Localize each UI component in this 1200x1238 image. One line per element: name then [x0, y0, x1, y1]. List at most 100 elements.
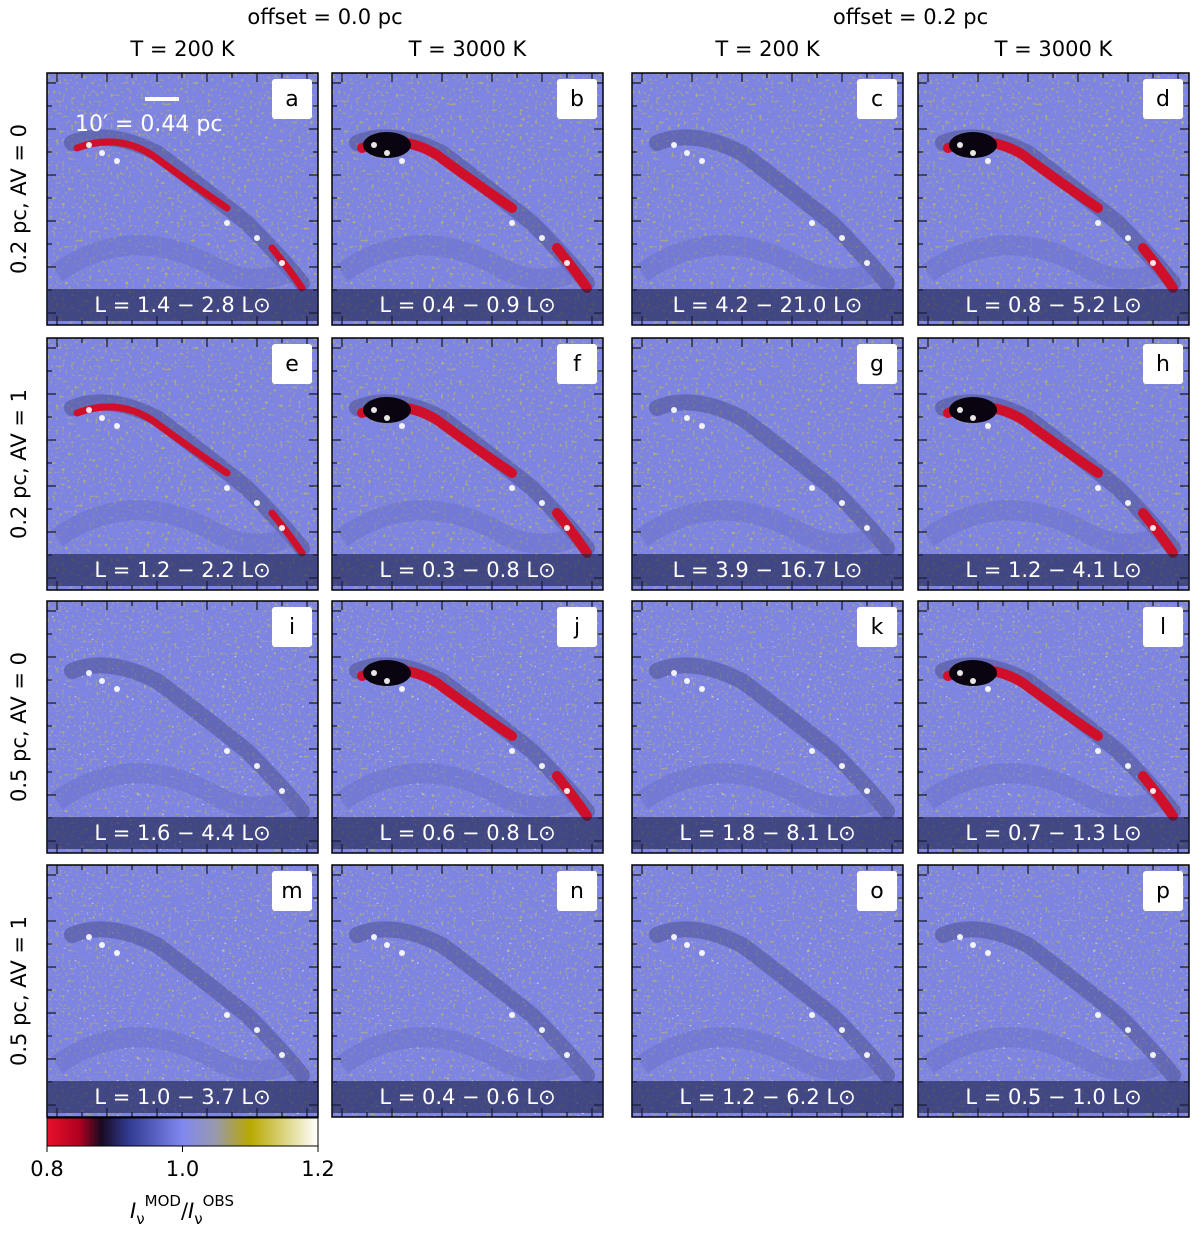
label-band: [918, 1081, 1189, 1113]
star: [564, 260, 570, 266]
letter-box: [272, 871, 312, 911]
excess: [73, 403, 306, 557]
star: [254, 763, 260, 769]
star: [371, 142, 377, 148]
star: [224, 485, 230, 491]
star: [699, 423, 705, 429]
letter-box: [272, 79, 312, 119]
filament-shadow: [51, 500, 291, 554]
star: [1150, 1052, 1156, 1058]
excess: [73, 138, 306, 292]
star: [970, 942, 976, 948]
filament-shadow: [636, 500, 876, 554]
label-band: [47, 554, 318, 586]
star: [1150, 260, 1156, 266]
star: [399, 950, 405, 956]
star: [86, 934, 92, 940]
letter-box: [557, 871, 597, 911]
panel: L = 0.8 − 5.2 L⊙ d: [917, 72, 1190, 326]
colorbar-label-part: ν: [194, 1210, 202, 1228]
star: [399, 423, 405, 429]
panel-letter: e: [285, 352, 299, 377]
label-band: [632, 817, 903, 849]
star: [684, 150, 690, 156]
star: [839, 763, 845, 769]
colorbar-label-part: MOD: [145, 1192, 181, 1210]
colorbar-tick-label: 1.2: [301, 1157, 334, 1181]
star: [254, 1027, 260, 1033]
star: [384, 415, 390, 421]
panel: L = 0.3 − 0.8 L⊙ f: [331, 337, 604, 591]
star: [564, 788, 570, 794]
star: [985, 423, 991, 429]
filament-shadow: [51, 235, 291, 289]
colorbar-label-part: I: [130, 1199, 136, 1223]
panel-letter: n: [570, 879, 584, 904]
star: [224, 220, 230, 226]
star: [809, 748, 815, 754]
panel: L = 0.6 − 0.8 L⊙ j: [331, 600, 604, 854]
panel-letter: f: [573, 352, 582, 377]
letter-box: [272, 344, 312, 384]
star: [371, 670, 377, 676]
letter-box: [1143, 344, 1183, 384]
label-band: [332, 817, 603, 849]
panel-letter: d: [1156, 87, 1170, 112]
star: [1150, 525, 1156, 531]
label-band: [47, 1081, 318, 1113]
luminosity-label: L = 0.8 − 5.2 L⊙: [965, 293, 1141, 317]
star: [985, 158, 991, 164]
star: [809, 220, 815, 226]
luminosity-label: L = 0.6 − 0.8 L⊙: [379, 821, 555, 845]
core: [363, 132, 411, 158]
star: [957, 407, 963, 413]
panel: L = 1.2 − 6.2 L⊙ o: [631, 864, 904, 1118]
filament-shadow: [51, 1027, 291, 1081]
colorbar-tick-label: 0.8: [30, 1157, 63, 1181]
panel: L = 0.4 − 0.6 L⊙ n: [331, 864, 604, 1118]
label-band: [332, 1081, 603, 1113]
star: [1095, 1012, 1101, 1018]
star: [671, 670, 677, 676]
star: [224, 748, 230, 754]
star: [371, 407, 377, 413]
panel-letter: b: [570, 87, 584, 112]
star: [957, 670, 963, 676]
panel-letter: c: [871, 87, 883, 112]
star: [539, 763, 545, 769]
filament-shadow: [636, 763, 876, 817]
luminosity-label: L = 0.4 − 0.6 L⊙: [379, 1085, 555, 1109]
star: [564, 1052, 570, 1058]
filament: [935, 921, 1181, 1083]
star: [384, 150, 390, 156]
star: [539, 1027, 545, 1033]
star: [509, 748, 515, 754]
star: [114, 950, 120, 956]
panel: L = 1.4 − 2.8 L⊙ a 10′ = 0.44 pc: [46, 72, 319, 326]
letter-box: [557, 79, 597, 119]
panel-letter: l: [1160, 615, 1166, 640]
star: [279, 788, 285, 794]
filament: [649, 657, 895, 819]
label-band: [47, 289, 318, 321]
star: [539, 500, 545, 506]
luminosity-label: L = 0.5 − 1.0 L⊙: [965, 1085, 1141, 1109]
panel: L = 1.2 − 2.2 L⊙ e: [46, 337, 319, 591]
luminosity-label: L = 0.7 − 1.3 L⊙: [965, 821, 1141, 845]
star: [99, 150, 105, 156]
star: [809, 1012, 815, 1018]
star: [970, 150, 976, 156]
star: [254, 235, 260, 241]
panel-letter: h: [1156, 352, 1170, 377]
luminosity-label: L = 1.8 − 8.1 L⊙: [679, 821, 855, 845]
star: [99, 415, 105, 421]
panel: L = 3.9 − 16.7 L⊙ g: [631, 337, 904, 591]
star: [279, 1052, 285, 1058]
filament: [64, 921, 310, 1083]
panel: L = 0.5 − 1.0 L⊙ p: [917, 864, 1190, 1118]
column-header: T = 3000 K: [408, 37, 528, 61]
star: [371, 934, 377, 940]
panel: L = 1.0 − 3.7 L⊙ m: [46, 864, 319, 1118]
star: [254, 500, 260, 506]
luminosity-label: L = 1.2 − 4.1 L⊙: [965, 558, 1141, 582]
